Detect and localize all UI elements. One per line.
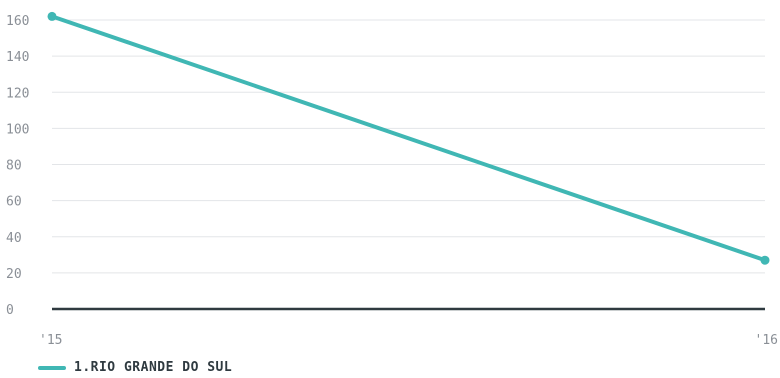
y-tick-label: 120 [6, 86, 29, 101]
x-axis-ticks: '15 '16 [39, 333, 778, 348]
data-point[interactable] [760, 255, 770, 265]
y-tick-label: 160 [6, 14, 29, 29]
series-line [50, 14, 767, 263]
y-tick-label: 80 [6, 159, 22, 174]
x-tick-label: '15 [39, 333, 62, 348]
legend: 1.RIO GRANDE DO SUL [38, 360, 232, 375]
x-tick-label: '16 [755, 333, 778, 348]
series-group [47, 11, 770, 265]
y-tick-label: 20 [6, 267, 22, 282]
y-tick-label: 100 [6, 122, 29, 137]
y-tick-label: 60 [6, 195, 22, 210]
grid [52, 19, 765, 274]
y-tick-label: 40 [6, 231, 22, 246]
y-tick-label: 0 [6, 303, 14, 318]
y-axis-ticks: 0 20 40 60 80 100 120 140 160 [6, 14, 29, 318]
legend-swatch [38, 365, 66, 370]
legend-label: 1.RIO GRANDE DO SUL [74, 360, 233, 375]
data-point[interactable] [47, 11, 57, 21]
y-tick-label: 140 [6, 50, 29, 65]
